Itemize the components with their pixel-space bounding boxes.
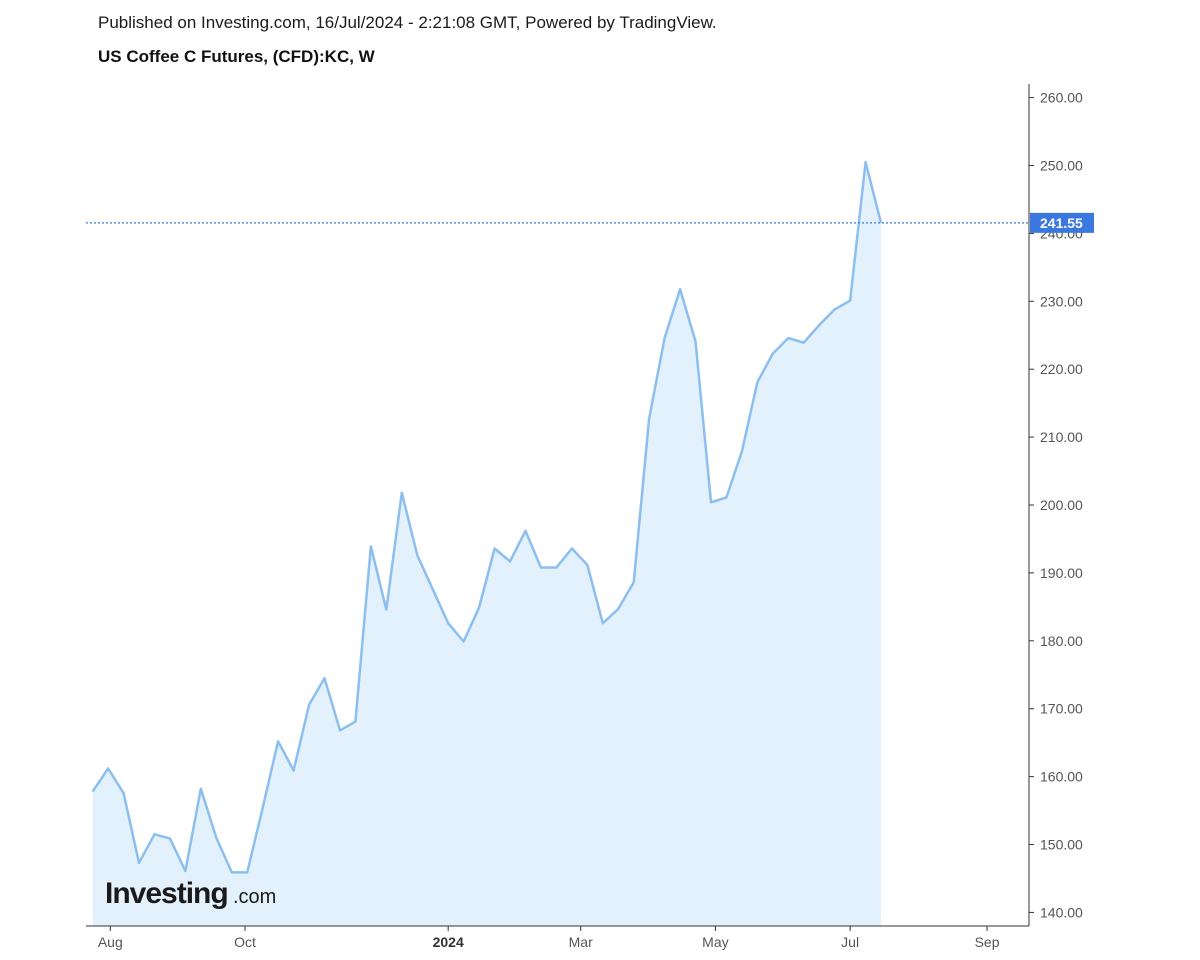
y-tick-label: 140.00 [1040, 904, 1083, 920]
chart-title: US Coffee C Futures, (CFD):KC, W [98, 47, 375, 66]
y-tick-label: 180.00 [1040, 633, 1083, 649]
y-tick-label: 190.00 [1040, 565, 1083, 581]
y-tick-label: 230.00 [1040, 293, 1083, 309]
x-tick-label: Sep [975, 934, 1000, 950]
y-tick-label: 210.00 [1040, 429, 1083, 445]
logo-suffix: .com [233, 886, 276, 908]
last-price-badge: 241.55 [1030, 212, 1094, 233]
y-tick-label: 260.00 [1040, 90, 1083, 106]
y-tick-label: 160.00 [1040, 769, 1083, 785]
x-tick-label: May [702, 934, 728, 950]
x-axis: Aug Oct 2024 Mar May Jul Sep [86, 925, 1029, 950]
price-line [91, 160, 883, 874]
y-tick-label: 220.00 [1040, 361, 1083, 377]
x-tick-label: 2024 [433, 934, 464, 950]
x-tick-label: Jul [841, 934, 859, 950]
y-tick-label: 200.00 [1040, 497, 1083, 513]
y-axis: 260.00250.00240.00230.00220.00210.00200.… [1028, 84, 1083, 926]
x-tick-label: Aug [98, 934, 123, 950]
logo-wordmark: Investing [105, 877, 228, 910]
y-tick-label: 170.00 [1040, 701, 1083, 717]
x-tick-label: Mar [569, 934, 593, 950]
y-tick-label: 150.00 [1040, 837, 1083, 853]
last-price-value: 241.55 [1040, 215, 1083, 231]
investing-logo: Investing .com [105, 877, 276, 910]
published-caption: Published on Investing.com, 16/Jul/2024 … [98, 13, 717, 32]
x-tick-label: Oct [234, 934, 256, 950]
y-tick-label: 250.00 [1040, 157, 1083, 173]
price-area-fill [92, 162, 882, 927]
